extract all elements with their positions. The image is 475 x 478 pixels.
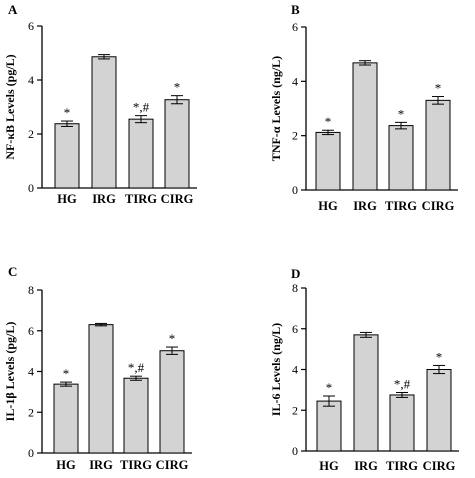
bar-tirg [123,377,149,454]
x-tick-label: TIRG [125,192,157,206]
x-tick-label: HG [318,199,338,213]
y-tick-label: 4 [292,74,298,88]
bar-hg [315,131,341,191]
y-axis-label: NF-κB Levels (pg/L) [3,54,17,159]
x-tick-label: IRG [89,458,113,472]
x-tick-label: CIRG [423,459,456,473]
chart-panel-a: A NF-κB Levels (pg/L) 0 2 4 6 * HG IRG *,# TIRG * CI… [3,2,197,206]
bar-cirg [426,369,452,452]
significance-marker: * [435,81,442,96]
x-tick-label: IRG [92,192,116,206]
x-tick-label: HG [57,192,77,206]
y-tick-label: 0 [28,181,34,195]
bar-cirg [159,350,185,454]
y-tick-label: 8 [292,281,298,295]
y-tick-label: 6 [28,19,34,33]
y-tick-label: 4 [28,73,34,87]
y-tick-label: 0 [28,446,34,460]
chart-panel-b: B TNF-α Levels (ng/L) 0 2 4 6 * HG IRG * TIRG * CIRG [269,2,458,213]
chart-panel-d: D IL-6 Levels (ng/L) 0 2 4 6 8 * HG IRG *,# TIRG * CI… [269,266,459,473]
panel-letter: A [8,2,18,17]
bar-cirg [164,99,190,189]
bar-cirg [425,99,451,191]
significance-marker: * [326,380,333,395]
bar-tirg [388,125,414,191]
chart-panel-c: C IL-1β Levels (pg/L) 0 2 4 6 8 * HG IRG *,# TIRG * C… [3,264,192,472]
significance-marker: * [64,105,71,120]
panel-letter: C [8,264,17,279]
significance-marker: *,# [128,360,145,375]
significance-marker: * [436,349,443,364]
x-tick-label: CIRG [161,192,194,206]
bar-tirg [389,394,415,452]
y-tick-label: 0 [292,444,298,458]
significance-marker: * [169,331,176,346]
bar-irg [353,334,379,452]
y-tick-label: 4 [28,365,34,379]
significance-marker: *,# [133,100,150,115]
y-tick-label: 6 [292,322,298,336]
bar-tirg [128,118,154,189]
y-tick-label: 2 [28,127,34,141]
x-tick-label: HG [319,459,339,473]
y-axis-label: IL-1β Levels (pg/L) [3,322,17,422]
y-axis-label: IL-6 Levels (ng/L) [269,323,283,416]
bar-hg [54,123,80,189]
bar-hg [316,400,342,452]
y-tick-label: 4 [292,363,298,377]
bar-hg [53,383,79,454]
y-tick-label: 6 [292,20,298,34]
y-tick-label: 2 [28,405,34,419]
x-tick-label: HG [56,458,76,472]
y-tick-label: 2 [292,403,298,417]
bar-irg [88,324,114,454]
x-tick-label: TIRG [385,199,417,213]
x-tick-label: TIRG [386,459,418,473]
x-tick-label: TIRG [120,458,152,472]
y-axis-label: TNF-α Levels (ng/L) [269,56,283,161]
y-tick-label: 2 [292,129,298,143]
x-tick-label: CIRG [422,199,455,213]
significance-marker: * [398,106,405,121]
significance-marker: *,# [394,377,411,392]
y-tick-label: 6 [28,324,34,338]
x-tick-label: IRG [353,199,377,213]
x-tick-label: IRG [354,459,378,473]
x-tick-label: CIRG [156,458,189,472]
y-tick-label: 8 [28,283,34,297]
panel-letter: B [291,2,300,17]
significance-marker: * [325,114,332,129]
bar-irg [91,56,117,189]
bar-irg [352,62,378,191]
significance-marker: * [174,80,181,95]
y-tick-label: 0 [292,183,298,197]
significance-marker: * [63,366,70,381]
panel-letter: D [291,266,300,281]
